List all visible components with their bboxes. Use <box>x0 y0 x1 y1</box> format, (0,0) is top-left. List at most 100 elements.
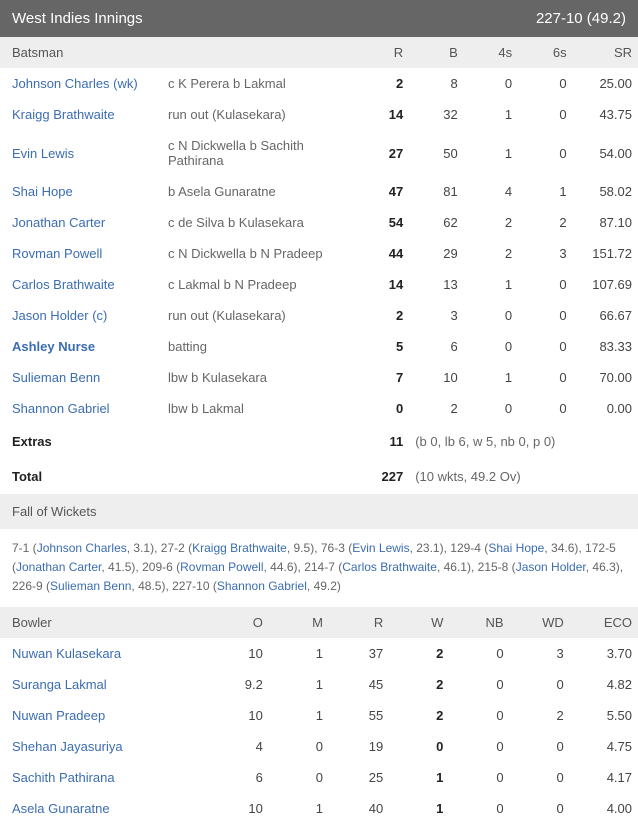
wides: 0 <box>510 762 570 793</box>
fow-player-link[interactable]: Evin Lewis <box>352 541 409 555</box>
col-sr: SR <box>573 37 638 68</box>
col-bowler: Bowler <box>0 607 209 638</box>
fow-player-link[interactable]: Jonathan Carter <box>16 560 101 574</box>
noballs: 0 <box>449 638 509 669</box>
bowler-link[interactable]: Nuwan Pradeep <box>12 708 105 723</box>
dismissal-text: c de Silva b Kulasekara <box>162 207 353 238</box>
overs: 6 <box>209 762 269 793</box>
noballs: 0 <box>449 700 509 731</box>
batting-row: Evin Lewis c N Dickwella b Sachith Pathir… <box>0 130 638 176</box>
extras-row: Extras11(b 0, lb 6, w 5, nb 0, p 0) <box>0 424 638 459</box>
runs: 44 <box>353 238 409 269</box>
bowling-header-row: Bowler O M R W NB WD ECO <box>0 607 638 638</box>
balls: 6 <box>409 331 464 362</box>
batsman-link[interactable]: Ashley Nurse <box>12 339 95 354</box>
fow-player-link[interactable]: Kraigg Brathwaite <box>192 541 287 555</box>
dismissal-text: b Asela Gunaratne <box>162 176 353 207</box>
bowler-link[interactable]: Shehan Jayasuriya <box>12 739 123 754</box>
batting-row: Shai Hopeb Asela Gunaratne47814158.02 <box>0 176 638 207</box>
maidens: 0 <box>269 731 329 762</box>
col-6s: 6s <box>518 37 572 68</box>
strike-rate: 83.33 <box>573 331 638 362</box>
balls: 8 <box>409 68 464 99</box>
batsman-link[interactable]: Carlos Brathwaite <box>12 277 115 292</box>
fow-player-link[interactable]: Carlos Brathwaite <box>342 560 437 574</box>
fours: 1 <box>464 269 518 300</box>
wickets: 2 <box>389 638 449 669</box>
sixes: 0 <box>518 393 572 424</box>
fours: 0 <box>464 300 518 331</box>
overs: 10 <box>209 700 269 731</box>
wickets: 2 <box>389 700 449 731</box>
wides: 2 <box>510 700 570 731</box>
total-label: Total <box>0 459 162 494</box>
extras-label: Extras <box>0 424 162 459</box>
batsman-link[interactable]: Evin Lewis <box>12 146 74 161</box>
bowler-link[interactable]: Asela Gunaratne <box>12 801 110 816</box>
runs: 2 <box>353 68 409 99</box>
fours: 0 <box>464 331 518 362</box>
fours: 1 <box>464 362 518 393</box>
batting-row: Jason Holder (c)run out (Kulasekara)2300… <box>0 300 638 331</box>
fours: 4 <box>464 176 518 207</box>
bowling-table: Bowler O M R W NB WD ECO Nuwan Kulasekar… <box>0 607 638 824</box>
economy: 4.75 <box>570 731 638 762</box>
batsman-link[interactable]: Jonathan Carter <box>12 215 105 230</box>
balls: 32 <box>409 99 464 130</box>
batting-row: Rovman Powellc N Dickwella b N Pradeep44… <box>0 238 638 269</box>
sixes: 0 <box>518 362 572 393</box>
batting-row: Sulieman Bennlbw b Kulasekara7101070.00 <box>0 362 638 393</box>
batsman-link[interactable]: Shai Hope <box>12 184 73 199</box>
runs: 14 <box>353 269 409 300</box>
col-b: B <box>409 37 464 68</box>
batsman-link[interactable]: Johnson Charles (wk) <box>12 76 138 91</box>
dismissal-text: c N Dickwella b Sachith Pathirana <box>162 130 353 176</box>
strike-rate: 25.00 <box>573 68 638 99</box>
dismissal-text: batting <box>162 331 353 362</box>
runs-conceded: 37 <box>329 638 389 669</box>
batsman-link[interactable]: Jason Holder (c) <box>12 308 107 323</box>
bowling-row: Shehan Jayasuriya40190004.75 <box>0 731 638 762</box>
fow-player-link[interactable]: Shai Hope <box>488 541 544 555</box>
bowler-link[interactable]: Suranga Lakmal <box>12 677 107 692</box>
economy: 4.00 <box>570 793 638 824</box>
fow-text: 7-1 (Johnson Charles, 3.1), 27-2 (Kraigg… <box>0 529 638 607</box>
sixes: 0 <box>518 99 572 130</box>
bowler-link[interactable]: Sachith Pathirana <box>12 770 115 785</box>
batting-row: Jonathan Carterc de Silva b Kulasekara54… <box>0 207 638 238</box>
economy: 4.82 <box>570 669 638 700</box>
balls: 29 <box>409 238 464 269</box>
bowling-row: Nuwan Pradeep101552025.50 <box>0 700 638 731</box>
balls: 10 <box>409 362 464 393</box>
col-w: W <box>389 607 449 638</box>
fow-player-link[interactable]: Shannon Gabriel <box>217 579 307 593</box>
batting-row: Ashley Nursebatting560083.33 <box>0 331 638 362</box>
fow-player-link[interactable]: Johnson Charles <box>37 541 127 555</box>
batting-row: Carlos Brathwaitec Lakmal b N Pradeep141… <box>0 269 638 300</box>
strike-rate: 0.00 <box>573 393 638 424</box>
col-nb: NB <box>449 607 509 638</box>
fow-header: Fall of Wickets <box>0 494 638 529</box>
dismissal-text: run out (Kulasekara) <box>162 99 353 130</box>
dismissal-text: run out (Kulasekara) <box>162 300 353 331</box>
fours: 0 <box>464 393 518 424</box>
batsman-link[interactable]: Sulieman Benn <box>12 370 100 385</box>
maidens: 1 <box>269 638 329 669</box>
fours: 2 <box>464 238 518 269</box>
col-batsman: Batsman <box>0 37 162 68</box>
col-r: R <box>353 37 409 68</box>
strike-rate: 107.69 <box>573 269 638 300</box>
col-dismissal <box>162 37 353 68</box>
wides: 0 <box>510 731 570 762</box>
batting-table: Batsman R B 4s 6s SR Johnson Charles (wk… <box>0 37 638 494</box>
sixes: 0 <box>518 300 572 331</box>
batsman-link[interactable]: Shannon Gabriel <box>12 401 110 416</box>
runs-conceded: 40 <box>329 793 389 824</box>
bowler-link[interactable]: Nuwan Kulasekara <box>12 646 121 661</box>
fow-player-link[interactable]: Jason Holder <box>516 560 586 574</box>
batsman-link[interactable]: Kraigg Brathwaite <box>12 107 115 122</box>
batsman-link[interactable]: Rovman Powell <box>12 246 102 261</box>
fow-player-link[interactable]: Sulieman Benn <box>50 579 131 593</box>
strike-rate: 66.67 <box>573 300 638 331</box>
fow-player-link[interactable]: Rovman Powell <box>180 560 263 574</box>
